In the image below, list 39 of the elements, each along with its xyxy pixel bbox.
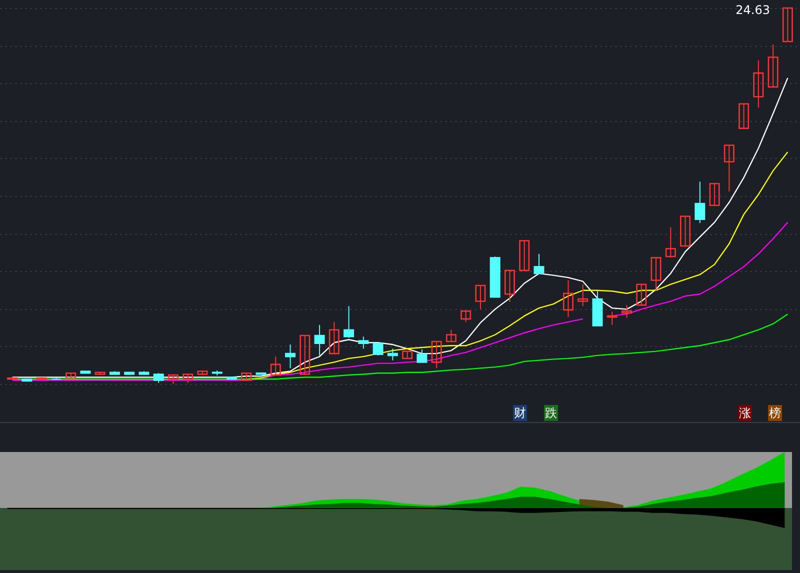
candlestick xyxy=(694,181,706,224)
candlestick xyxy=(665,226,676,258)
candlestick xyxy=(753,60,764,108)
candlestick xyxy=(709,182,720,206)
candlestick xyxy=(519,240,530,272)
text: 榜 xyxy=(768,405,782,421)
candlestick xyxy=(563,280,574,318)
text: 财 xyxy=(513,405,527,421)
candlestick xyxy=(650,257,662,292)
candlestick xyxy=(768,44,778,88)
candlestick xyxy=(475,284,486,310)
candlestick xyxy=(606,311,618,326)
candlestick xyxy=(270,356,281,376)
text: 涨 xyxy=(738,405,752,421)
candlestick xyxy=(504,270,515,303)
candlestick xyxy=(372,342,384,356)
candlestick xyxy=(168,374,178,384)
candlestick xyxy=(446,329,456,342)
candlestick xyxy=(416,348,428,363)
candlestick xyxy=(636,284,647,306)
candlestick xyxy=(300,334,310,376)
candlestick xyxy=(578,284,588,307)
text: 跌 xyxy=(544,405,558,421)
candlestick xyxy=(344,306,354,338)
candlestick xyxy=(738,103,750,129)
candlestick xyxy=(387,348,398,361)
annotation: 24.63 xyxy=(736,3,770,17)
candlestick xyxy=(680,216,691,248)
candlestick xyxy=(782,7,793,42)
candlestick xyxy=(724,144,734,192)
candlestick xyxy=(328,321,340,354)
candlestick xyxy=(431,340,442,369)
candlestick xyxy=(314,324,325,356)
candlestick xyxy=(460,310,472,322)
candlestick xyxy=(285,344,296,369)
candlestick xyxy=(534,253,544,274)
candlestick xyxy=(358,336,369,350)
candlestick xyxy=(622,304,632,318)
candlestick xyxy=(153,372,164,384)
